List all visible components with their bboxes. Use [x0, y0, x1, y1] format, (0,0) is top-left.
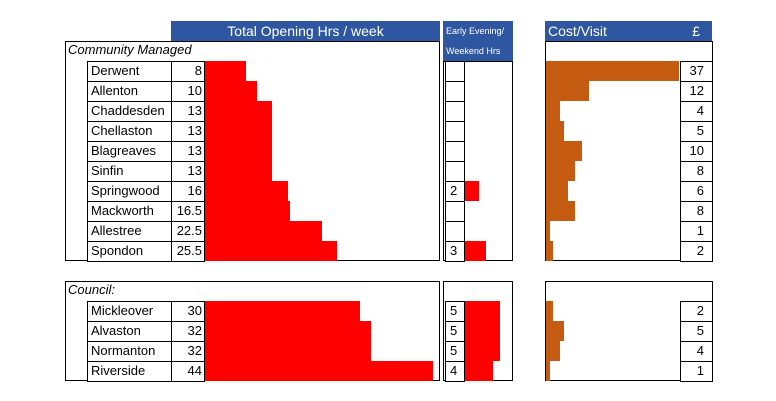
hours-bar — [205, 201, 291, 221]
row-name: Blagreaves — [87, 141, 173, 162]
evening-value — [445, 161, 465, 182]
cost-bar — [546, 61, 680, 81]
cost-bar — [546, 361, 550, 381]
hours-bar — [205, 61, 247, 81]
hours-value: 13 — [171, 161, 205, 182]
hours-value: 8 — [171, 61, 205, 82]
cost-bar — [546, 101, 561, 121]
evening-header: Early Evening/ Weekend Hrs — [443, 21, 513, 61]
hours-bar — [205, 121, 273, 141]
evening-value — [445, 101, 465, 122]
hours-value: 22.5 — [171, 221, 205, 242]
hours-value: 30 — [171, 301, 205, 322]
cost-bar — [546, 201, 575, 221]
hours-value: 16 — [171, 181, 205, 202]
group-label: Council: — [68, 282, 115, 297]
cost-bar — [546, 241, 554, 261]
cost-value: 37 — [680, 61, 713, 82]
evening-value: 5 — [445, 301, 465, 322]
cost-bar — [546, 121, 564, 141]
evening-value: 5 — [445, 321, 465, 342]
row-name: Allestree — [87, 221, 173, 242]
cost-value: 12 — [680, 81, 713, 102]
hours-header: Total Opening Hrs / week — [171, 21, 440, 41]
cost-bar — [546, 81, 590, 101]
cost-value: 10 — [680, 141, 713, 162]
evening-value — [445, 121, 465, 142]
cost-value: 1 — [680, 361, 713, 382]
hours-bar — [205, 181, 288, 201]
evening-value: 5 — [445, 341, 465, 362]
evening-header-line1: Early Evening/ — [446, 26, 505, 36]
row-name: Spondon — [87, 241, 173, 262]
hours-value: 13 — [171, 101, 205, 122]
row-name: Alvaston — [87, 321, 173, 342]
cost-value: 4 — [680, 101, 713, 122]
evening-value — [445, 141, 465, 162]
cost-bar — [546, 341, 561, 361]
cost-value: 6 — [680, 181, 713, 202]
hours-value: 16.5 — [171, 201, 205, 222]
evening-header-line2: Weekend Hrs — [446, 46, 501, 56]
hours-bar — [205, 301, 361, 321]
cost-value: 1 — [680, 221, 713, 242]
cost-bar — [546, 321, 564, 341]
cost-header: Cost/Visit £ — [545, 21, 712, 41]
hours-bar — [205, 221, 322, 241]
hours-value: 25.5 — [171, 241, 205, 262]
cost-value: 5 — [680, 321, 713, 342]
hours-bar — [205, 101, 273, 121]
hours-bar — [205, 341, 371, 361]
row-name: Sinfin — [87, 161, 173, 182]
hours-bar — [205, 361, 433, 381]
row-name: Chellaston — [87, 121, 173, 142]
evening-value: 2 — [445, 181, 465, 202]
cost-value: 8 — [680, 161, 713, 182]
currency-label: £ — [692, 23, 700, 39]
hours-value: 32 — [171, 321, 205, 342]
cost-value: 5 — [680, 121, 713, 142]
cost-value: 2 — [680, 301, 713, 322]
evening-value — [445, 221, 465, 242]
row-name: Chaddesden — [87, 101, 173, 122]
cost-value: 8 — [680, 201, 713, 222]
hours-value: 13 — [171, 121, 205, 142]
evening-bar — [465, 321, 500, 341]
hours-bar — [205, 161, 273, 181]
cost-bar — [546, 221, 550, 241]
evening-bar — [465, 301, 500, 321]
row-name: Mackworth — [87, 201, 173, 222]
cost-bar — [546, 161, 575, 181]
row-name: Springwood — [87, 181, 173, 202]
group-label: Community Managed — [68, 42, 192, 57]
cost-value: 2 — [680, 241, 713, 262]
hours-bar — [205, 241, 338, 261]
hours-bar — [205, 321, 371, 341]
hours-bar — [205, 141, 273, 161]
hours-value: 10 — [171, 81, 205, 102]
cost-bar — [546, 301, 554, 321]
hours-value: 13 — [171, 141, 205, 162]
hours-value: 44 — [171, 361, 205, 382]
cost-value: 4 — [680, 341, 713, 362]
evening-value — [445, 81, 465, 102]
evening-bar — [465, 341, 500, 361]
evening-bar — [465, 361, 493, 381]
cost-header-label: Cost/Visit — [548, 23, 607, 39]
evening-value: 3 — [445, 241, 465, 262]
evening-bar — [465, 241, 486, 261]
row-name: Normanton — [87, 341, 173, 362]
hours-value: 32 — [171, 341, 205, 362]
evening-bar — [465, 181, 479, 201]
hours-bar — [205, 81, 257, 101]
row-name: Allenton — [87, 81, 173, 102]
cost-bar — [546, 181, 568, 201]
evening-value — [445, 201, 465, 222]
row-name: Derwent — [87, 61, 173, 82]
row-name: Mickleover — [87, 301, 173, 322]
row-name: Riverside — [87, 361, 173, 382]
cost-bar — [546, 141, 582, 161]
evening-value: 4 — [445, 361, 465, 382]
evening-value — [445, 61, 465, 82]
